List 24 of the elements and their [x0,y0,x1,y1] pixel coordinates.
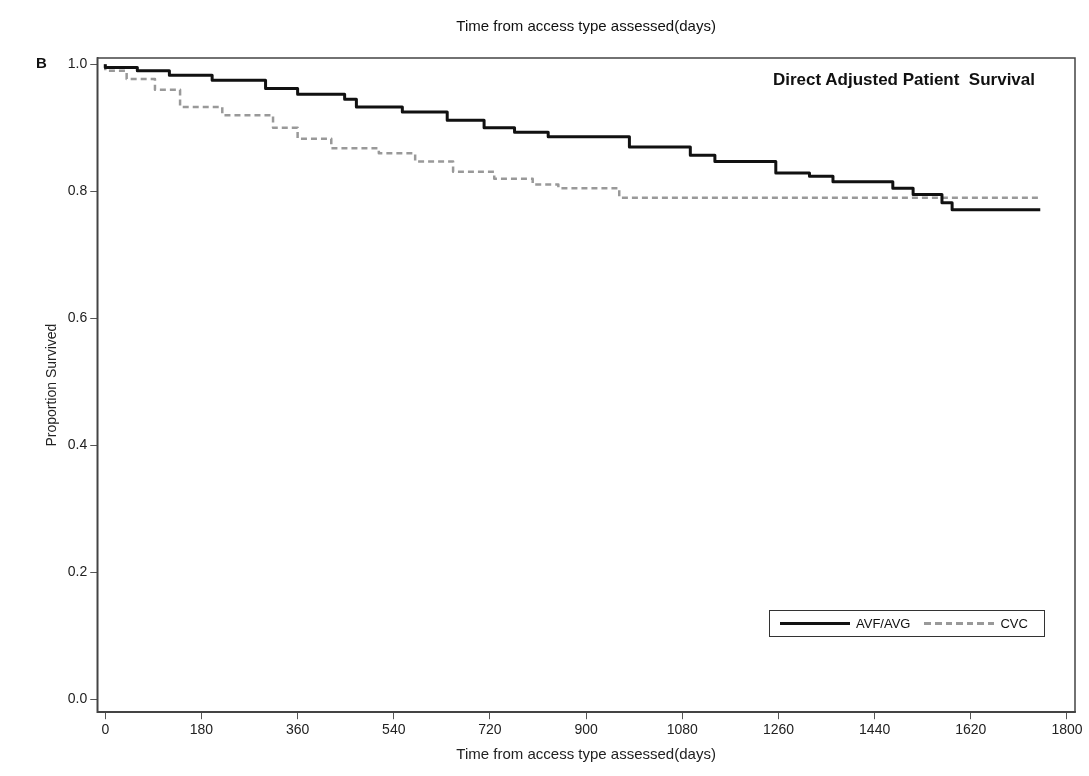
legend-label: CVC [1000,616,1028,632]
x-tick-label: 0 [101,721,110,738]
x-tick-label: 540 [382,721,406,738]
y-tick-label: 0.0 [67,690,88,707]
x-tick-label: 180 [189,721,214,738]
text: Time from access type assessed(days) [456,17,716,35]
y-tick-label: 0.8 [67,182,88,199]
y-tick-label: 0.6 [67,309,88,326]
x-tick-label: 360 [285,721,310,738]
y-tick-label: 0.4 [67,436,88,453]
x-tick-label: 1620 [955,721,987,738]
x-tick-label: 1800 [1051,721,1083,738]
x-axis-title: Time from access type assessed(days) [456,745,716,763]
legend-label: AVF/AVG [856,616,911,632]
x-tick-label: 1080 [666,721,699,738]
text: B [36,54,47,72]
text: Direct Adjusted Patient Survival [773,70,1035,90]
x-tick-label: 1260 [762,721,795,738]
y-tick-label: 0.2 [67,563,88,580]
x-tick-label: 720 [478,721,502,738]
x-tick-label: 900 [574,721,599,738]
x-tick-label: 1440 [859,721,891,738]
y-axis-title: Proportion Survived [43,323,60,447]
y-tick-label: 1.0 [67,55,88,72]
